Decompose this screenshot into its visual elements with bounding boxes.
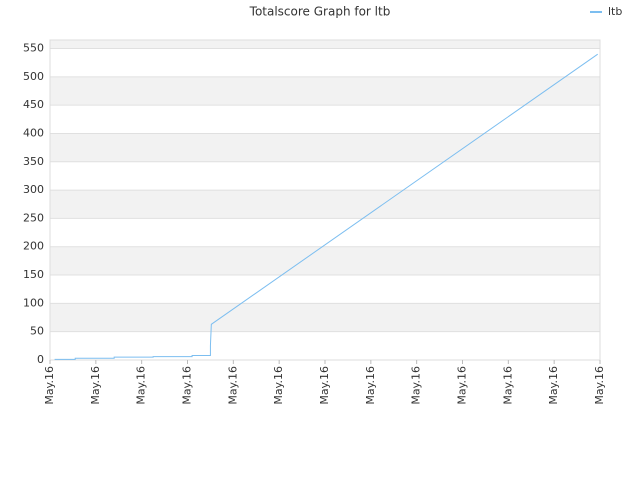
line [54, 53, 598, 360]
grid-band [50, 331, 600, 360]
grid-band [50, 133, 600, 162]
y-tick-label: 0 [37, 353, 44, 366]
y-tick-label: 400 [23, 126, 44, 139]
legend-label: ltb [608, 5, 622, 18]
y-tick-label: 200 [23, 240, 44, 253]
x-tick-label: May.16 [364, 366, 377, 405]
x-tick-label: May.16 [501, 366, 514, 405]
y-tick-label: 550 [23, 41, 44, 54]
grid-band [50, 161, 600, 191]
x-tick-label: May.16 [43, 366, 56, 405]
y-tick-label: 100 [23, 296, 44, 309]
x-tick-label: May.16 [181, 366, 194, 405]
grid-band [50, 246, 600, 276]
x-tick-label: May.16 [547, 366, 560, 405]
grid-band [50, 40, 600, 49]
y-tick-label: 50 [30, 325, 44, 338]
grid-band [50, 105, 600, 134]
grid-band [50, 76, 600, 106]
x-tick-label: May.16 [318, 366, 331, 405]
grid-band [50, 218, 600, 247]
grid-band [50, 275, 600, 304]
x-tick-label: May.16 [135, 366, 148, 405]
y-tick-label: 500 [23, 70, 44, 83]
x-tick-label: May.16 [410, 366, 423, 405]
x-tick-label: May.16 [226, 366, 239, 405]
x-tick-label: May.16 [593, 366, 606, 405]
y-tick-label: 300 [23, 183, 44, 196]
y-tick-label: 350 [23, 155, 44, 168]
x-tick-label: May.16 [456, 366, 469, 405]
chart-title: Totalscore Graph for ltb [249, 5, 391, 19]
y-tick-label: 150 [23, 268, 44, 281]
grid-band [50, 48, 600, 77]
y-tick-label: 450 [23, 98, 44, 111]
y-tick-label: 250 [23, 211, 44, 224]
grid-band [50, 190, 600, 219]
grid-band [50, 303, 600, 332]
x-tick-label: May.16 [89, 366, 102, 405]
x-tick-label: May.16 [272, 366, 285, 405]
